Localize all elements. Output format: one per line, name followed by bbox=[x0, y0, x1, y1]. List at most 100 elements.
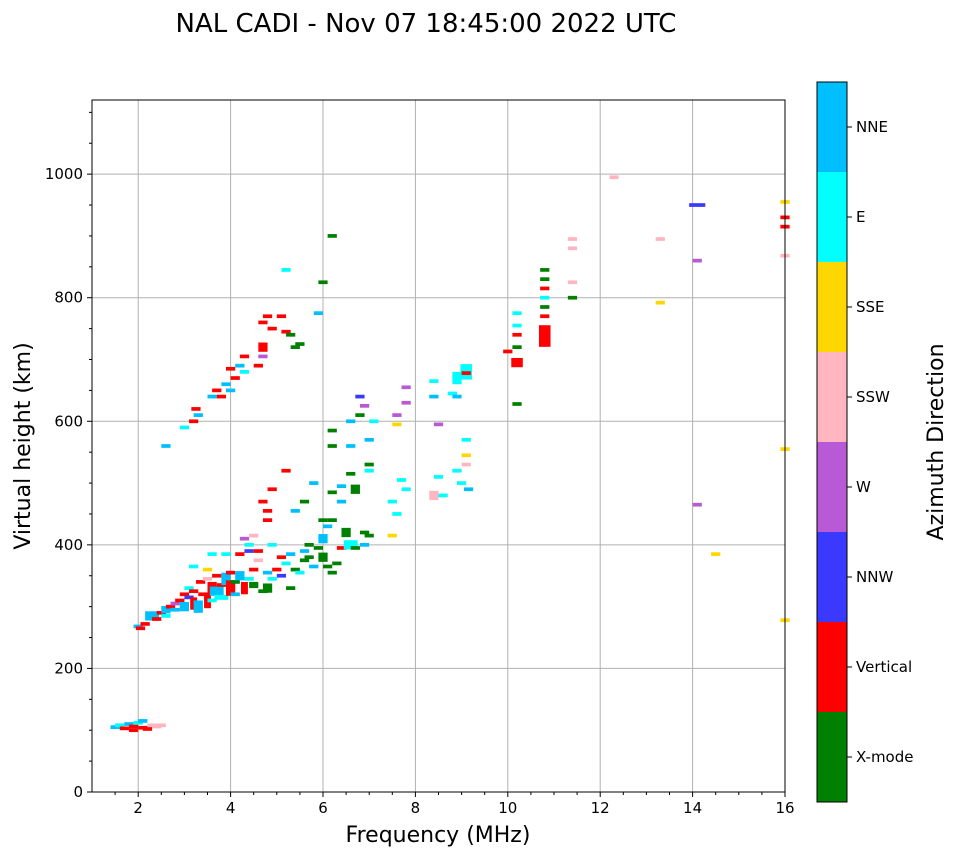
data-point bbox=[214, 594, 229, 600]
data-point bbox=[318, 280, 328, 285]
data-point bbox=[286, 552, 296, 556]
data-point bbox=[262, 509, 273, 513]
data-point bbox=[276, 573, 287, 578]
data-point bbox=[189, 419, 199, 424]
data-point bbox=[189, 564, 199, 569]
data-point bbox=[140, 622, 150, 626]
data-point bbox=[290, 509, 300, 513]
data-point bbox=[244, 549, 254, 553]
data-point bbox=[165, 604, 176, 609]
data-point bbox=[249, 567, 259, 572]
data-point bbox=[456, 481, 467, 485]
data-point bbox=[512, 323, 522, 328]
data-point bbox=[461, 371, 471, 375]
data-point bbox=[299, 558, 310, 563]
data-point bbox=[161, 444, 171, 448]
data-point bbox=[161, 606, 171, 614]
data-point bbox=[262, 314, 273, 319]
data-point bbox=[392, 422, 402, 427]
data-point bbox=[346, 419, 356, 424]
data-point bbox=[253, 549, 263, 553]
data-point bbox=[511, 357, 523, 368]
chart-title: NAL CADI - Nov 07 18:45:00 2022 UTC bbox=[176, 9, 677, 39]
data-point bbox=[286, 586, 296, 590]
y-tick-label: 1000 bbox=[45, 165, 83, 183]
data-point bbox=[567, 295, 578, 300]
data-point bbox=[156, 610, 166, 615]
data-point bbox=[447, 391, 457, 396]
data-point bbox=[195, 580, 206, 584]
data-point bbox=[336, 499, 347, 504]
data-point bbox=[235, 571, 245, 581]
data-point bbox=[258, 342, 268, 352]
data-point bbox=[692, 502, 702, 507]
data-point bbox=[392, 413, 402, 417]
data-point bbox=[193, 413, 203, 417]
data-point bbox=[179, 592, 190, 597]
data-point bbox=[540, 295, 550, 300]
data-point bbox=[461, 453, 471, 458]
colorbar-label: Azimuth Direction bbox=[924, 343, 949, 540]
data-point bbox=[235, 363, 245, 368]
colorbar-swatch bbox=[817, 712, 847, 802]
data-point bbox=[463, 487, 474, 492]
data-point bbox=[230, 592, 240, 597]
data-point bbox=[364, 437, 374, 442]
data-point bbox=[359, 403, 370, 408]
colorbar-swatch bbox=[817, 172, 847, 262]
data-point bbox=[323, 564, 333, 569]
data-point bbox=[281, 329, 291, 334]
data-point bbox=[161, 614, 171, 618]
data-point bbox=[401, 400, 411, 405]
data-point bbox=[336, 546, 347, 550]
data-point bbox=[170, 607, 180, 612]
colorbar-swatch bbox=[817, 622, 847, 712]
data-point bbox=[225, 570, 236, 575]
data-point bbox=[138, 719, 148, 723]
data-point bbox=[689, 203, 706, 207]
data-point bbox=[253, 363, 263, 368]
data-points bbox=[110, 175, 790, 733]
data-point bbox=[309, 564, 319, 569]
data-point bbox=[179, 602, 190, 612]
data-point bbox=[299, 499, 310, 504]
data-point bbox=[239, 354, 250, 359]
data-point bbox=[212, 388, 222, 393]
data-point bbox=[336, 484, 347, 489]
data-point bbox=[221, 382, 231, 387]
data-point bbox=[392, 512, 402, 516]
data-point bbox=[567, 280, 578, 285]
data-point bbox=[212, 573, 222, 578]
data-point bbox=[401, 385, 411, 390]
data-point bbox=[318, 534, 328, 544]
data-point bbox=[364, 462, 374, 467]
data-point bbox=[119, 726, 129, 731]
data-point bbox=[387, 533, 397, 538]
data-point bbox=[184, 586, 194, 590]
data-point bbox=[135, 626, 146, 631]
data-point bbox=[202, 576, 213, 581]
data-point bbox=[567, 237, 578, 241]
colorbar-label-nne: NNE bbox=[856, 118, 888, 136]
data-point bbox=[512, 402, 522, 406]
data-point bbox=[249, 581, 259, 589]
data-point bbox=[272, 567, 282, 572]
data-point bbox=[609, 175, 619, 180]
data-point bbox=[332, 561, 342, 566]
data-point bbox=[323, 524, 333, 529]
data-point bbox=[711, 552, 721, 556]
x-tick-label: 6 bbox=[318, 799, 328, 817]
data-point bbox=[318, 518, 328, 522]
y-axis-label: Virtual height (km) bbox=[11, 342, 36, 549]
data-point bbox=[429, 490, 439, 501]
data-point bbox=[355, 413, 365, 417]
data-point bbox=[327, 234, 337, 238]
colorbar-label-vertical: Vertical bbox=[856, 658, 912, 676]
data-point bbox=[343, 540, 358, 550]
data-point bbox=[350, 546, 360, 550]
data-point bbox=[124, 722, 134, 726]
data-point bbox=[567, 246, 578, 251]
data-point bbox=[540, 286, 550, 291]
